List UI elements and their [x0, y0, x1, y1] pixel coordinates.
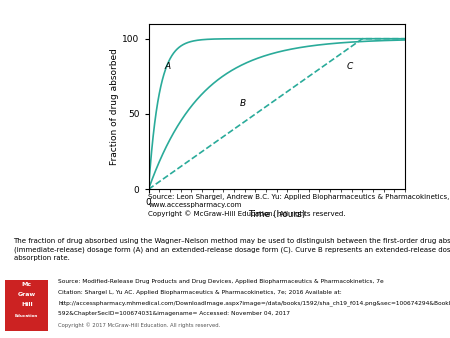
- Text: Education: Education: [15, 314, 38, 318]
- Bar: [5, 280, 48, 331]
- Text: Graw: Graw: [18, 292, 36, 297]
- Text: Mc: Mc: [22, 282, 32, 287]
- Text: The fraction of drug absorbed using the Wagner–Nelson method may be used to dist: The fraction of drug absorbed using the …: [14, 238, 450, 261]
- Text: Hill: Hill: [21, 303, 32, 307]
- Text: C: C: [346, 62, 352, 71]
- Text: B: B: [239, 99, 245, 108]
- Text: Source: Leon Shargel, Andrew B.C. Yu: Applied Biopharmaceutics & Pharmacokinetic: Source: Leon Shargel, Andrew B.C. Yu: Ap…: [148, 194, 450, 217]
- X-axis label: Time (hours): Time (hours): [248, 210, 306, 219]
- Text: Citation: Shargel L, Yu AC. Applied Biopharmaceutics & Pharmacokinetics, 7e; 201: Citation: Shargel L, Yu AC. Applied Biop…: [58, 290, 342, 294]
- Text: http://accesspharmacy.mhmedical.com/DownloadImage.aspx?image=/data/books/1592/sh: http://accesspharmacy.mhmedical.com/Down…: [58, 300, 450, 306]
- Text: A: A: [165, 62, 171, 71]
- Text: Source: Modified-Release Drug Products and Drug Devices, Applied Biopharmaceutic: Source: Modified-Release Drug Products a…: [58, 279, 384, 284]
- Text: 592&ChapterSecID=100674031&imagename= Accessed: November 04, 2017: 592&ChapterSecID=100674031&imagename= Ac…: [58, 311, 291, 316]
- Y-axis label: Fraction of drug absorbed: Fraction of drug absorbed: [110, 48, 119, 165]
- Text: Copyright © 2017 McGraw-Hill Education. All rights reserved.: Copyright © 2017 McGraw-Hill Education. …: [58, 322, 221, 328]
